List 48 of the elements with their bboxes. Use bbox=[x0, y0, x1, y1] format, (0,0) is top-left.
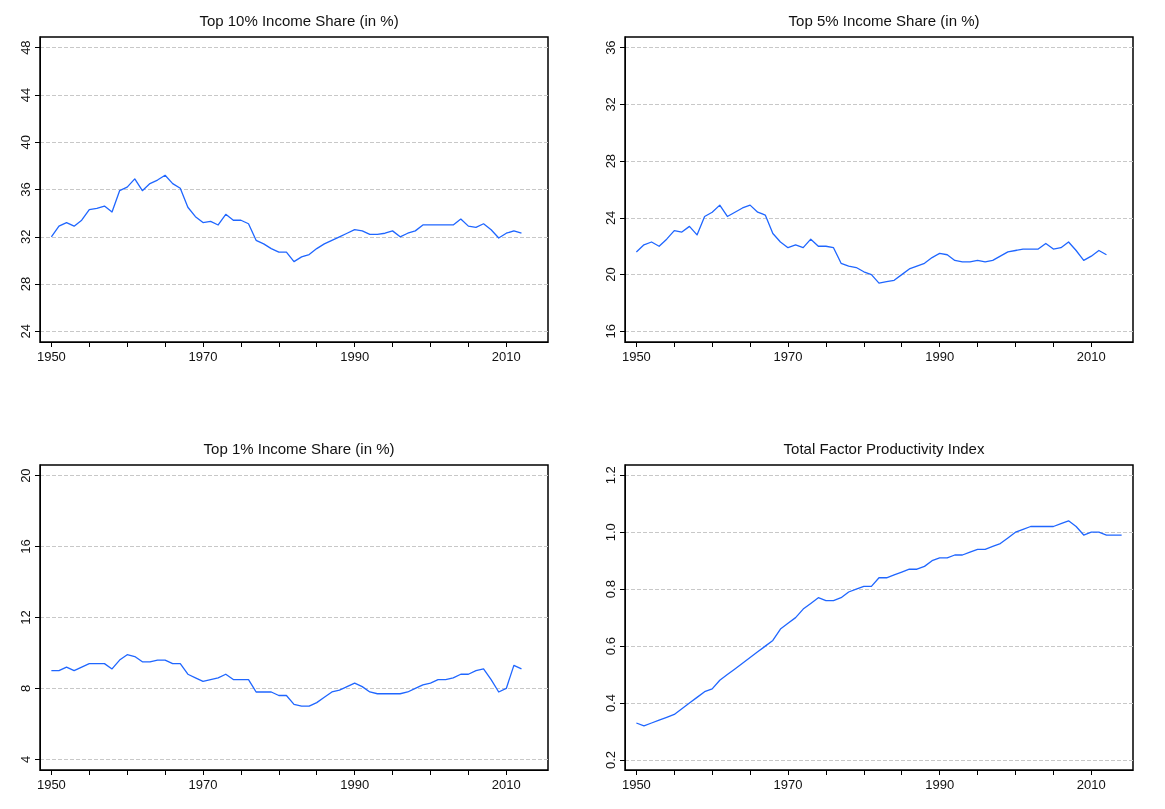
y-tick-label: 1.2 bbox=[603, 466, 618, 485]
x-tick-label: 2010 bbox=[491, 777, 521, 792]
y-tick-label: 0.2 bbox=[603, 750, 618, 770]
chart-title: Top 10% Income Share (in %) bbox=[199, 12, 399, 29]
x-tick-label: 1990 bbox=[925, 349, 955, 364]
x-tick-label: 1990 bbox=[925, 777, 955, 792]
x-tick-label: 1990 bbox=[340, 349, 370, 364]
y-tick-label: 1.0 bbox=[603, 523, 618, 542]
x-tick-label: 2010 bbox=[1076, 777, 1106, 792]
y-tick-label: 44 bbox=[18, 87, 33, 103]
y-tick-label: 12 bbox=[18, 610, 33, 625]
x-tick-label: 2010 bbox=[1076, 349, 1106, 364]
y-tick-label: 28 bbox=[603, 153, 618, 169]
y-tick-label: 0.4 bbox=[603, 694, 618, 713]
x-tick-label: 1950 bbox=[621, 777, 651, 792]
y-tick-label: 0.8 bbox=[603, 580, 618, 599]
y-tick-label: 32 bbox=[603, 97, 618, 112]
chart-title: Top 5% Income Share (in %) bbox=[788, 12, 980, 29]
x-tick-label: 1950 bbox=[36, 777, 66, 792]
y-tick-label: 36 bbox=[18, 182, 33, 197]
x-tick-label: 1950 bbox=[621, 349, 651, 364]
y-tick-label: 4 bbox=[18, 755, 33, 763]
y-tick-label: 20 bbox=[603, 267, 618, 282]
x-tick-label: 1970 bbox=[188, 777, 218, 792]
chart-title: Total Factor Productivity Index bbox=[783, 440, 985, 457]
y-tick-label: 24 bbox=[603, 210, 618, 226]
line-series bbox=[50, 174, 523, 263]
y-tick-label: 32 bbox=[18, 229, 33, 245]
y-tick-label: 40 bbox=[18, 134, 33, 150]
line-series bbox=[50, 654, 523, 707]
y-tick-label: 16 bbox=[603, 324, 618, 339]
y-tick-label: 0.6 bbox=[603, 637, 618, 656]
line-series bbox=[635, 204, 1108, 284]
y-tick-label: 24 bbox=[18, 324, 33, 339]
y-tick-label: 8 bbox=[18, 684, 33, 693]
y-tick-label: 36 bbox=[603, 40, 618, 55]
x-tick-label: 1990 bbox=[340, 777, 370, 792]
x-tick-label: 1970 bbox=[188, 349, 218, 364]
y-tick-label: 48 bbox=[18, 40, 33, 55]
x-tick-label: 2010 bbox=[491, 349, 521, 364]
line-series bbox=[635, 520, 1123, 727]
x-tick-label: 1970 bbox=[773, 777, 803, 792]
x-tick-label: 1950 bbox=[36, 349, 66, 364]
chart-title: Top 1% Income Share (in %) bbox=[203, 440, 395, 457]
x-tick-label: 1970 bbox=[773, 349, 803, 364]
y-tick-label: 16 bbox=[18, 539, 33, 554]
y-tick-label: 20 bbox=[18, 468, 33, 483]
y-tick-label: 28 bbox=[18, 276, 33, 292]
